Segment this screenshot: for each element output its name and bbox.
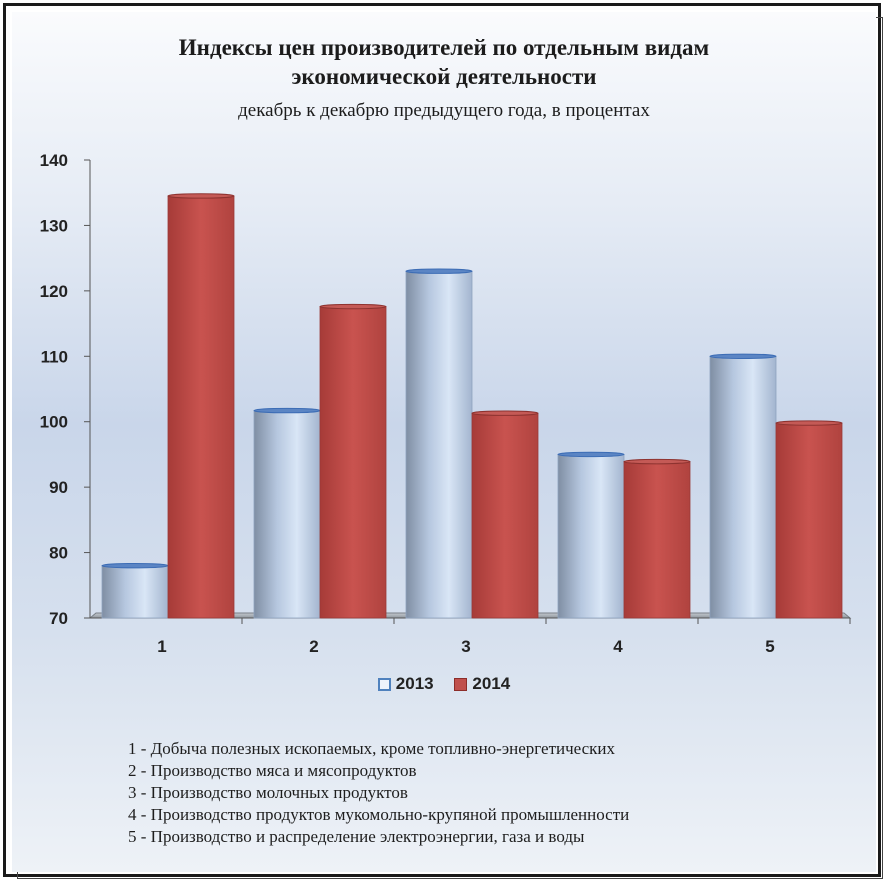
bar-top-2013-4 (557, 451, 625, 458)
bar-2013-1 (101, 565, 169, 619)
bar-2014-3 (471, 412, 539, 619)
bars-group (101, 193, 843, 619)
x-tick-label: 4 (613, 637, 623, 656)
note-item: 2 - Производство мяса и мясопродуктов (128, 761, 417, 780)
bar-2013-2 (253, 410, 321, 619)
bar-top-2013-5 (709, 353, 777, 359)
bar-2013-4 (557, 454, 625, 619)
legend-swatch-2014 (454, 677, 468, 691)
legend-label-2014: 2014 (472, 674, 511, 693)
y-tick-label: 120 (40, 282, 68, 301)
x-tick-label: 3 (461, 637, 470, 656)
bar-2013-5 (709, 355, 777, 619)
bar-top-2014-3 (471, 410, 539, 416)
bar-2014-1 (167, 195, 235, 619)
y-tick-label: 80 (49, 544, 68, 563)
bar-top-2013-2 (253, 407, 321, 414)
note-item: 4 - Производство продуктов мукомольно-кр… (128, 805, 630, 824)
x-tick-label: 1 (157, 637, 166, 656)
legend: 2013 2014 (0, 674, 888, 696)
note-item: 1 - Добыча полезных ископаемых, кроме то… (128, 739, 616, 758)
note-item: 3 - Производство молочных продуктов (128, 783, 408, 802)
bar-2014-5 (775, 422, 843, 619)
bar-top-2013-1 (101, 562, 169, 569)
bar-top-2014-5 (775, 420, 843, 426)
category-notes: 1 - Добыча полезных ископаемых, кроме то… (128, 738, 629, 848)
y-tick-label: 70 (49, 609, 68, 628)
bar-top-2014-4 (623, 458, 691, 465)
y-tick-label: 100 (40, 413, 68, 432)
note-item: 5 - Производство и распределение электро… (128, 827, 585, 846)
bar-2014-4 (623, 461, 691, 619)
x-tick-label: 5 (765, 637, 774, 656)
chart-subtitle: декабрь к декабрю предыдущего года, в пр… (238, 100, 650, 121)
legend-item-2014: 2014 (454, 674, 510, 694)
legend-item-2013: 2013 (377, 674, 434, 694)
y-tick-label: 130 (40, 216, 68, 235)
chart-title-line1: Индексы цен производителей по отдельным … (178, 35, 710, 60)
y-tick-label: 140 (40, 151, 68, 170)
bar-top-2014-1 (167, 193, 235, 199)
y-tick-label: 110 (41, 347, 68, 366)
x-tick-label: 2 (309, 637, 318, 656)
legend-label-2013: 2013 (395, 674, 434, 693)
labels-group: 70 80 90 100 110 120 130 140 1 2 3 4 5 (40, 151, 775, 656)
bar-top-2013-3 (405, 268, 473, 274)
bar-2013-3 (405, 270, 473, 619)
legend-swatch-2013 (377, 677, 391, 691)
bar-top-2014-2 (319, 303, 387, 310)
bar-2014-2 (319, 306, 387, 619)
y-tick-label: 90 (49, 478, 68, 497)
chart-title-line2: экономической деятельности (291, 64, 597, 89)
